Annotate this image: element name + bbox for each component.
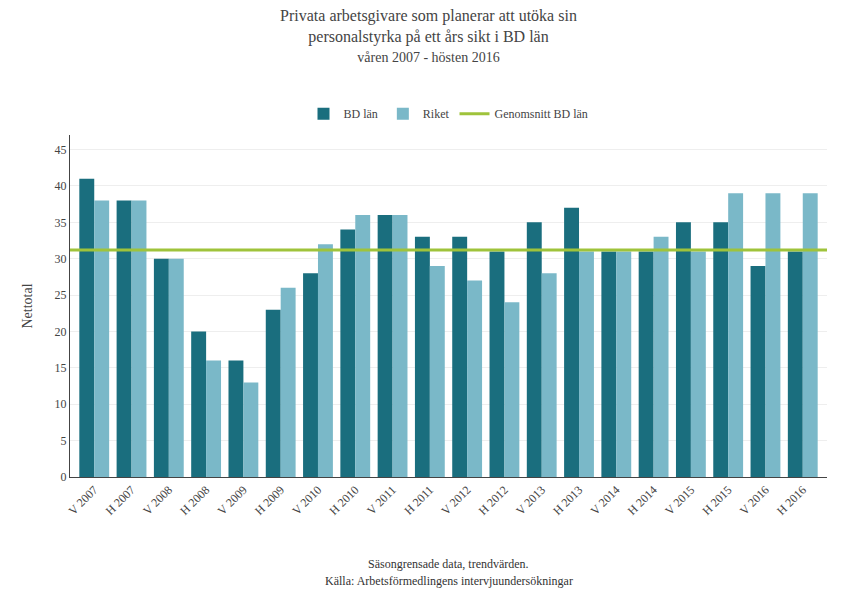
svg-text:V 2009: V 2009 bbox=[215, 483, 250, 518]
svg-text:Genomsnitt BD län: Genomsnitt BD län bbox=[495, 107, 588, 121]
svg-text:H 2007: H 2007 bbox=[103, 483, 138, 518]
svg-text:Nettotal: Nettotal bbox=[20, 283, 35, 328]
svg-text:V 2016: V 2016 bbox=[737, 483, 772, 518]
svg-text:V 2013: V 2013 bbox=[513, 483, 548, 518]
svg-text:V 2014: V 2014 bbox=[588, 483, 623, 518]
svg-text:H 2013: H 2013 bbox=[550, 483, 585, 518]
svg-text:10: 10 bbox=[55, 397, 67, 411]
svg-text:H 2010: H 2010 bbox=[327, 483, 362, 518]
svg-text:H 2015: H 2015 bbox=[699, 483, 734, 518]
svg-text:V 2010: V 2010 bbox=[289, 483, 324, 518]
svg-text:BD län: BD län bbox=[344, 107, 378, 121]
svg-text:V 2012: V 2012 bbox=[439, 483, 474, 518]
svg-text:V 2011: V 2011 bbox=[364, 483, 399, 518]
svg-text:0: 0 bbox=[61, 470, 67, 484]
svg-text:Säsongrensade data, trendvärde: Säsongrensade data, trendvärden. bbox=[368, 557, 529, 571]
svg-text:V 2008: V 2008 bbox=[140, 483, 175, 518]
svg-text:H 2012: H 2012 bbox=[476, 483, 511, 518]
svg-text:5: 5 bbox=[61, 434, 67, 448]
svg-text:Källa: Arbetsförmedlingens int: Källa: Arbetsförmedlingens intervjuunder… bbox=[325, 574, 573, 588]
svg-text:H 2008: H 2008 bbox=[177, 483, 212, 518]
svg-text:V 2015: V 2015 bbox=[662, 483, 697, 518]
svg-text:Riket: Riket bbox=[423, 107, 450, 121]
svg-text:H 2016: H 2016 bbox=[774, 483, 809, 518]
svg-text:20: 20 bbox=[55, 325, 67, 339]
svg-text:H 2011: H 2011 bbox=[401, 483, 436, 518]
svg-text:Privata arbetsgivare som plane: Privata arbetsgivare som planerar att ut… bbox=[280, 7, 577, 66]
svg-text:40: 40 bbox=[55, 179, 67, 193]
svg-text:15: 15 bbox=[55, 361, 67, 375]
svg-text:H 2009: H 2009 bbox=[252, 483, 287, 518]
svg-text:30: 30 bbox=[55, 252, 67, 266]
svg-text:V 2007: V 2007 bbox=[66, 483, 101, 518]
svg-text:45: 45 bbox=[55, 143, 67, 157]
svg-text:35: 35 bbox=[55, 216, 67, 230]
svg-text:25: 25 bbox=[55, 288, 67, 302]
svg-text:H 2014: H 2014 bbox=[625, 483, 660, 518]
